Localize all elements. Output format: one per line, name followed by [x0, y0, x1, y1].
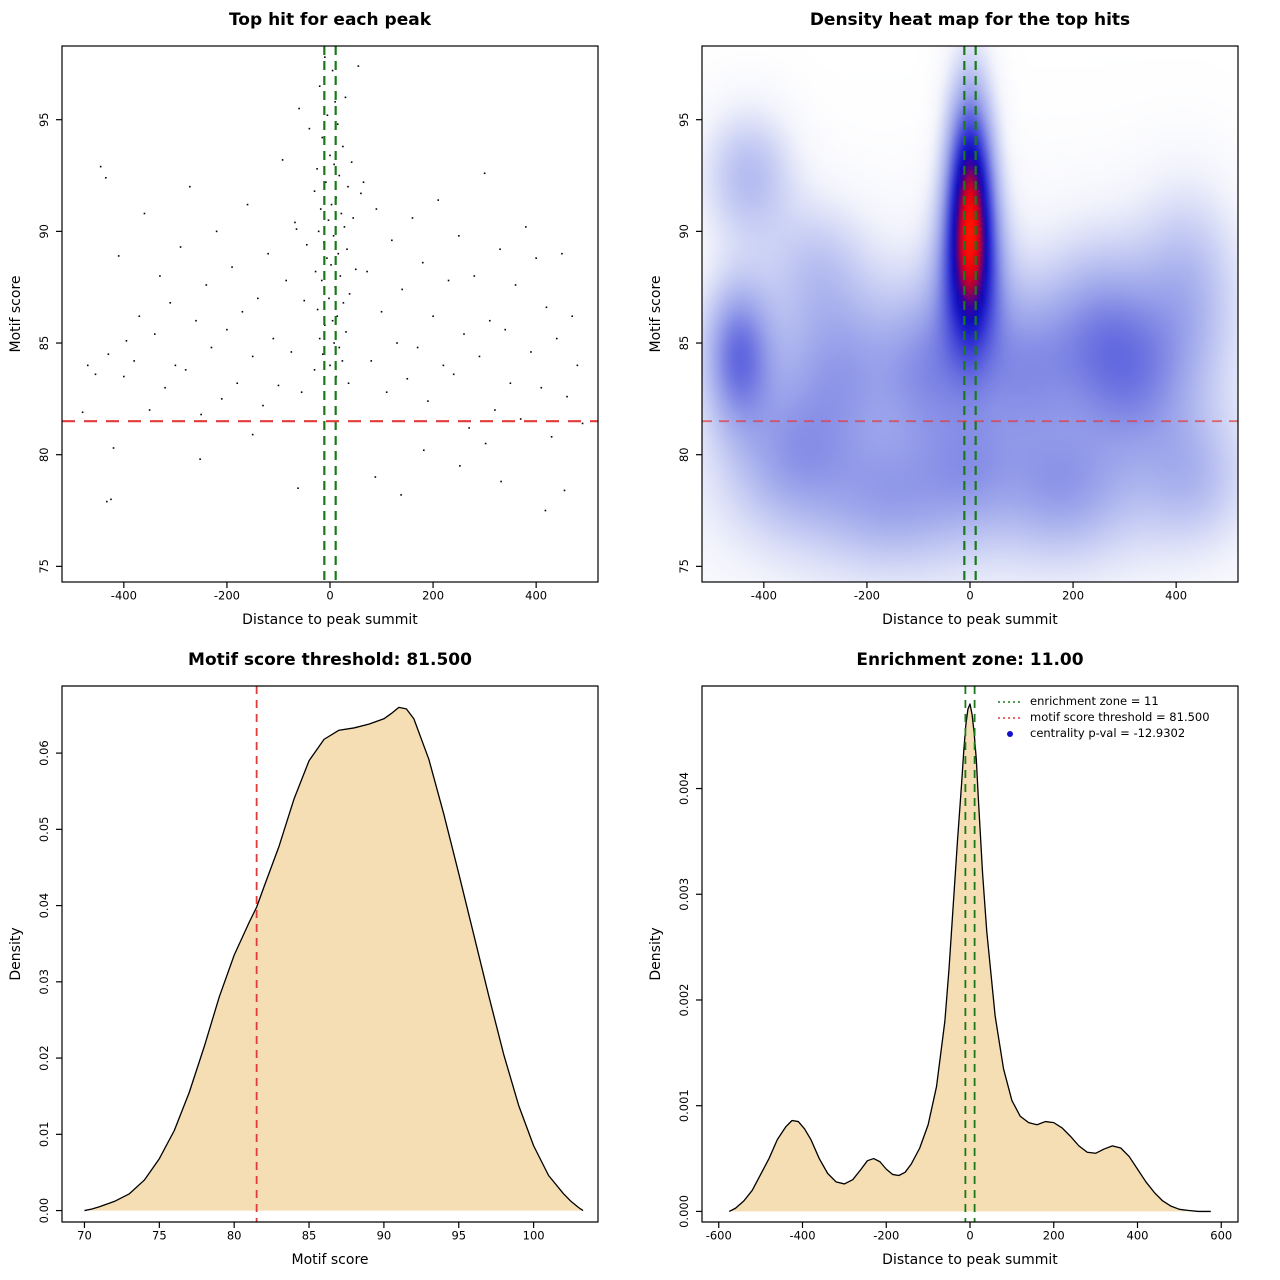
panel-top-hits-scatter: Top hit for each peak Distance to peak s…: [0, 0, 640, 640]
panel-motif-score-density: Motif score threshold: 81.500 Motif scor…: [0, 640, 640, 1280]
distance-density-canvas: [640, 640, 1280, 1280]
panel-distance-density: Enrichment zone: 11.00 Distance to peak …: [640, 640, 1280, 1280]
chart-title: Motif score threshold: 81.500: [188, 650, 472, 670]
chart-title: Enrichment zone: 11.00: [856, 650, 1084, 670]
x-axis-label: Distance to peak summit: [882, 612, 1058, 628]
y-axis-label: Density: [648, 927, 664, 981]
y-axis-label: Motif score: [8, 275, 24, 353]
x-axis-label: Motif score: [291, 1252, 369, 1268]
chart-title: Density heat map for the top hits: [809, 10, 1131, 30]
scatter-plot-canvas: [0, 0, 640, 640]
y-axis-label: Motif score: [648, 275, 664, 353]
score-density-canvas: [0, 640, 640, 1280]
chart-title: Top hit for each peak: [228, 10, 432, 30]
x-axis-label: Distance to peak summit: [882, 1252, 1058, 1268]
y-axis-label: Density: [8, 927, 24, 981]
panel-density-heatmap: Density heat map for the top hits Distan…: [640, 0, 1280, 640]
heatmap-canvas: [640, 0, 1280, 640]
x-axis-label: Distance to peak summit: [242, 612, 418, 628]
